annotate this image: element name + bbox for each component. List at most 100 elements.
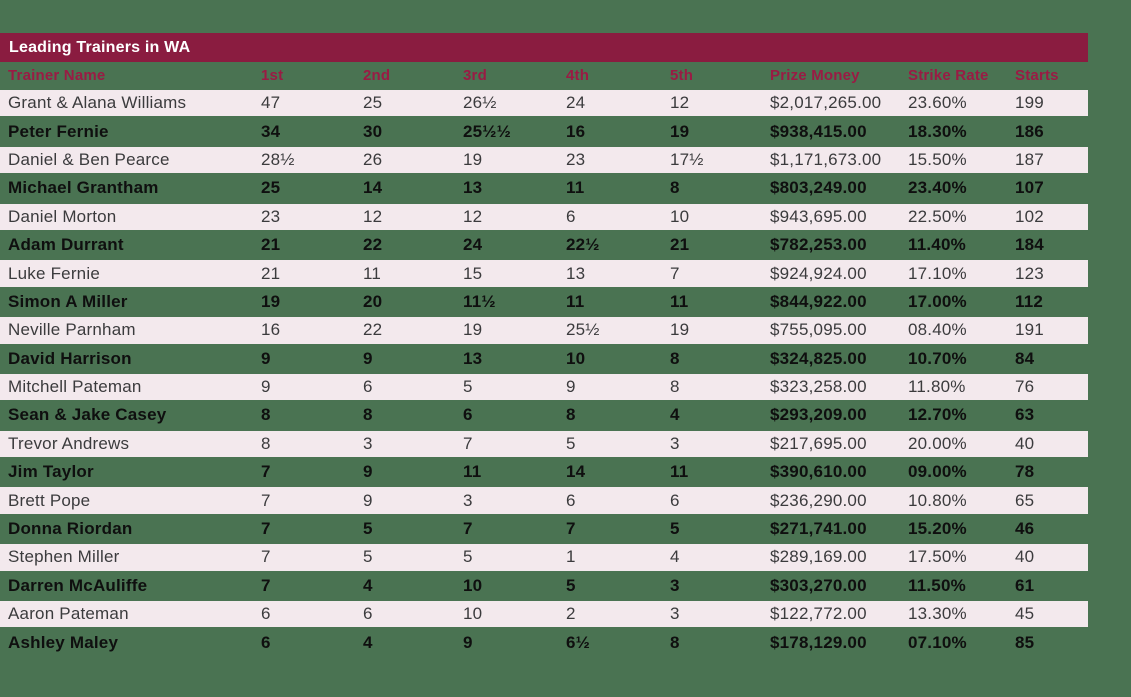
cell-3rd: 13 — [463, 348, 483, 368]
cell-prize-money: $122,772.00 — [770, 604, 867, 624]
cell-strike-rate: 07.10% — [908, 632, 967, 652]
cell-5th: 21 — [670, 235, 690, 255]
cell-prize-money: $924,924.00 — [770, 263, 867, 283]
cell-5th: 5 — [670, 519, 680, 539]
cell-1st: 7 — [261, 547, 271, 567]
cell-5th: 17½ — [670, 149, 704, 169]
cell-starts: 84 — [1015, 348, 1035, 368]
cell-4th: 6 — [566, 490, 576, 510]
cell-3rd: 5 — [463, 547, 473, 567]
cell-5th: 3 — [670, 433, 680, 453]
cell-4th: 8 — [566, 405, 576, 425]
cell-4th: 25½ — [566, 320, 600, 340]
column-header-2nd: 2nd — [363, 66, 391, 84]
table-row: Donna Riordan 7 5 7 7 5 $271,741.00 15.2… — [0, 516, 1088, 542]
cell-3rd: 9 — [463, 632, 473, 652]
cell-strike-rate: 12.70% — [908, 405, 967, 425]
cell-5th: 8 — [670, 178, 680, 198]
cell-starts: 199 — [1015, 93, 1044, 113]
cell-starts: 78 — [1015, 462, 1035, 482]
cell-trainer-name: Jim Taylor — [8, 462, 94, 482]
cell-4th: 7 — [566, 519, 576, 539]
cell-3rd: 25½½ — [463, 121, 512, 141]
cell-prize-money: $1,171,673.00 — [770, 149, 882, 169]
cell-starts: 123 — [1015, 263, 1044, 283]
cell-1st: 8 — [261, 405, 271, 425]
cell-trainer-name: Adam Durrant — [8, 235, 124, 255]
cell-strike-rate: 11.50% — [908, 575, 966, 595]
cell-3rd: 5 — [463, 377, 473, 397]
cell-starts: 40 — [1015, 547, 1035, 567]
cell-strike-rate: 23.40% — [908, 178, 967, 198]
cell-starts: 107 — [1015, 178, 1044, 198]
cell-4th: 13 — [566, 263, 586, 283]
table-row: Stephen Miller 7 5 5 1 4 $289,169.00 17.… — [0, 544, 1088, 571]
cell-trainer-name: Michael Grantham — [8, 178, 159, 198]
table-row: Daniel & Ben Pearce 28½ 26 19 23 17½ $1,… — [0, 146, 1088, 174]
cell-3rd: 11 — [463, 462, 482, 482]
leading-trainers-table: Leading Trainers in WA Trainer Name 1st … — [0, 33, 1088, 658]
table-title: Leading Trainers in WA — [9, 38, 191, 56]
cell-2nd: 5 — [363, 547, 373, 567]
cell-3rd: 24 — [463, 235, 483, 255]
cell-2nd: 6 — [363, 604, 373, 624]
cell-prize-money: $289,169.00 — [770, 547, 867, 567]
cell-trainer-name: Darren McAuliffe — [8, 575, 148, 595]
column-header-starts: Starts — [1015, 66, 1059, 84]
cell-1st: 21 — [261, 235, 281, 255]
cell-trainer-name: David Harrison — [8, 348, 132, 368]
cell-prize-money: $938,415.00 — [770, 121, 867, 141]
cell-5th: 3 — [670, 575, 680, 595]
cell-3rd: 15 — [463, 263, 483, 283]
cell-trainer-name: Mitchell Pateman — [8, 377, 142, 397]
table-row: Daniel Morton 23 12 12 6 10 $943,695.00 … — [0, 203, 1088, 230]
cell-2nd: 11 — [363, 263, 382, 283]
cell-starts: 46 — [1015, 519, 1035, 539]
cell-5th: 10 — [670, 206, 690, 226]
cell-4th: 9 — [566, 377, 576, 397]
cell-5th: 8 — [670, 377, 680, 397]
cell-5th: 12 — [670, 93, 690, 113]
cell-trainer-name: Trevor Andrews — [8, 433, 130, 453]
cell-4th: 1 — [566, 547, 576, 567]
cell-strike-rate: 15.50% — [908, 149, 967, 169]
cell-trainer-name: Luke Fernie — [8, 263, 100, 283]
cell-5th: 3 — [670, 604, 680, 624]
cell-trainer-name: Daniel Morton — [8, 206, 117, 226]
column-header-5th: 5th — [670, 66, 694, 84]
cell-3rd: 10 — [463, 575, 483, 595]
table-row: Luke Fernie 21 11 15 13 7 $924,924.00 17… — [0, 260, 1088, 287]
cell-2nd: 4 — [363, 632, 373, 652]
cell-4th: 16 — [566, 121, 586, 141]
column-header-strike-rate: Strike Rate — [908, 66, 989, 84]
cell-3rd: 6 — [463, 405, 473, 425]
cell-starts: 61 — [1015, 575, 1035, 595]
cell-starts: 187 — [1015, 149, 1044, 169]
cell-strike-rate: 08.40% — [908, 320, 967, 340]
cell-2nd: 8 — [363, 405, 373, 425]
cell-prize-money: $293,209.00 — [770, 405, 867, 425]
cell-1st: 23 — [261, 206, 281, 226]
cell-4th: 11 — [566, 291, 585, 311]
cell-5th: 11 — [670, 462, 689, 482]
cell-5th: 6 — [670, 490, 680, 510]
cell-trainer-name: Aaron Pateman — [8, 604, 129, 624]
cell-3rd: 12 — [463, 206, 483, 226]
cell-5th: 8 — [670, 632, 680, 652]
cell-4th: 2 — [566, 604, 576, 624]
table-row: Sean & Jake Casey 8 8 6 8 4 $293,209.00 … — [0, 402, 1088, 428]
cell-2nd: 22 — [363, 320, 383, 340]
cell-4th: 23 — [566, 149, 586, 169]
cell-2nd: 4 — [363, 575, 373, 595]
table-row: Mitchell Pateman 9 6 5 9 8 $323,258.00 1… — [0, 373, 1088, 401]
column-header-trainer-name: Trainer Name — [8, 66, 106, 84]
table-row: Darren McAuliffe 7 4 10 5 3 $303,270.00 … — [0, 573, 1088, 599]
cell-trainer-name: Simon A Miller — [8, 291, 128, 311]
cell-2nd: 30 — [363, 121, 383, 141]
table-row: Trevor Andrews 8 3 7 5 3 $217,695.00 20.… — [0, 430, 1088, 458]
cell-3rd: 13 — [463, 178, 483, 198]
cell-strike-rate: 09.00% — [908, 462, 967, 482]
cell-1st: 19 — [261, 291, 281, 311]
cell-2nd: 14 — [363, 178, 383, 198]
cell-strike-rate: 10.70% — [908, 348, 967, 368]
